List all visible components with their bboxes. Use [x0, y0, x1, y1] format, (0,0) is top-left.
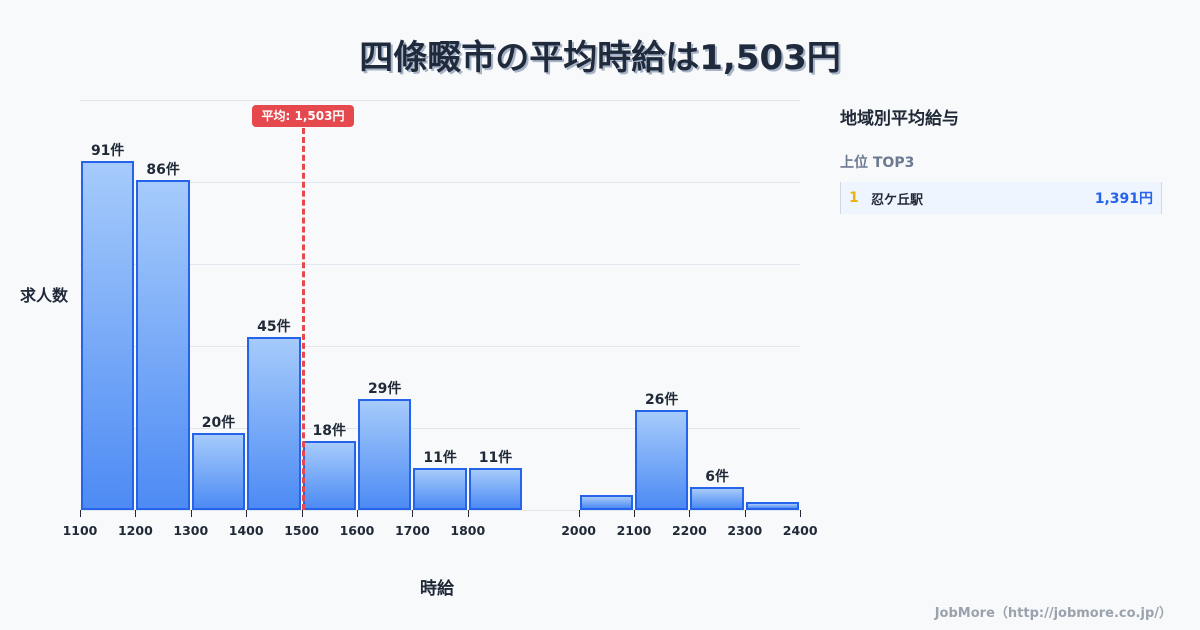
bar-value-label: 26件	[644, 392, 679, 409]
histogram-bar	[413, 467, 467, 510]
x-tick	[578, 510, 580, 517]
gridline	[80, 346, 800, 347]
bar-value-label: 18件	[312, 422, 347, 439]
x-axis-line	[80, 510, 800, 511]
x-tick	[744, 510, 746, 517]
histogram-bar	[358, 398, 412, 510]
x-tick-label: 2100	[616, 523, 652, 538]
x-tick	[689, 510, 691, 517]
regional-salary-panel: 地域別平均給与 上位 TOP3 1 忍ケ丘駅 1,391円	[840, 104, 1162, 214]
histogram-bar	[136, 180, 190, 510]
bar-value-label: 6件	[705, 468, 729, 485]
histogram-bar	[468, 467, 523, 510]
histogram-bar	[247, 337, 301, 510]
x-tick	[190, 510, 192, 517]
gridline	[80, 100, 800, 101]
histogram-bar	[690, 486, 744, 510]
gridline	[80, 264, 800, 265]
x-tick	[634, 510, 635, 517]
x-tick-label: 1100	[62, 523, 98, 538]
histogram-bar	[302, 440, 356, 510]
panel-subtitle: 上位 TOP3	[840, 155, 915, 171]
x-tick-label: 2300	[727, 523, 763, 538]
bar-value-label: 91件	[90, 143, 125, 159]
x-tick-label: 1400	[228, 523, 264, 538]
x-tick	[467, 510, 469, 517]
histogram-bar	[81, 161, 135, 510]
x-axis-label: 時給	[420, 579, 454, 599]
rank-number: 1	[849, 190, 859, 206]
x-tick-label: 2200	[671, 523, 707, 538]
bar-value-label: 29件	[367, 380, 402, 397]
x-tick	[357, 510, 358, 517]
x-tick	[800, 510, 802, 517]
histogram-chart: 91件 86件 20件 45件 18件 29件 11件 11件 26件 6件 1100 1200 13…	[20, 100, 818, 599]
x-tick-label: 1600	[339, 523, 375, 538]
rank-salary-value: 1,391円	[1094, 191, 1153, 207]
x-tick-label: 1800	[450, 523, 486, 538]
bar-value-label: 86件	[146, 162, 180, 179]
footer-credit: JobMore（http://jobmore.co.jp/）	[934, 606, 1172, 621]
rank-row: 1 忍ケ丘駅 1,391円	[840, 182, 1162, 214]
x-tick	[135, 510, 137, 517]
panel-title: 地域別平均給与	[840, 109, 959, 129]
x-tick-label: 1500	[284, 523, 319, 538]
bar-value-label: 20件	[201, 415, 236, 432]
rank-station-name: 忍ケ丘駅	[871, 192, 924, 208]
x-tick	[80, 510, 81, 517]
gridline	[80, 182, 800, 183]
bar-value-label: 45件	[257, 319, 291, 336]
x-tick	[412, 510, 414, 517]
x-tick-label: 1700	[394, 523, 430, 538]
page-title: 四條畷市の平均時給は1,503円	[359, 38, 841, 78]
x-tick-label: 1200	[117, 523, 153, 538]
gridline	[80, 428, 800, 429]
histogram-bar	[191, 433, 246, 510]
x-tick-label: 2000	[561, 523, 596, 538]
bar-value-label: 11件	[478, 449, 513, 466]
histogram-bar	[579, 494, 633, 510]
bar-value-label: 11件	[423, 449, 457, 466]
average-badge: 平均: 1,503円	[252, 105, 354, 127]
histogram-bar	[745, 502, 800, 510]
x-tick-label: 2400	[782, 523, 818, 538]
x-tick	[301, 510, 303, 517]
y-axis-label: 求人数	[20, 286, 69, 305]
average-line	[302, 128, 305, 510]
x-tick	[246, 510, 248, 517]
x-tick-label: 1300	[173, 523, 209, 538]
histogram-bar	[635, 410, 689, 510]
